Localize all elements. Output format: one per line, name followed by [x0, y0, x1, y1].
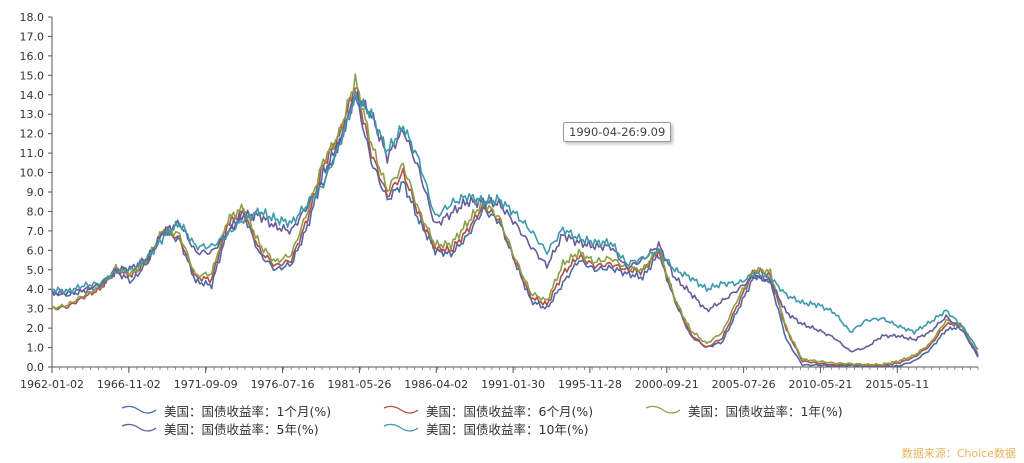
legend-label-6m: 美国：国债收益率：6个月(%) [426, 403, 594, 419]
y-tick-label: 17.0 [20, 30, 45, 43]
x-tick-label: 2005-07-26 [712, 378, 776, 391]
series-line-0 [51, 94, 979, 368]
series-line-1 [51, 86, 979, 368]
legend-label-1y: 美国：国债收益率：1年(%) [688, 403, 843, 419]
y-tick-label: 1.0 [27, 342, 45, 355]
y-tick-label: 0.0 [27, 361, 45, 374]
legend-swatch-5y [121, 423, 157, 432]
x-tick-label: 2010-05-21 [788, 378, 852, 391]
y-tick-label: 18.0 [20, 11, 45, 24]
line-chart: 0.0 1.0 2.0 3.0 4.0 5.0 6.0 7.0 8.0 9.0 10.0 11.0 12… [20, 11, 979, 391]
y-tick-label: 5.0 [27, 264, 45, 277]
legend-swatch-10y [383, 423, 419, 432]
legend-swatch-6m [383, 405, 419, 414]
y-tick-label: 16.0 [20, 50, 45, 63]
x-tick-label: 2015-05-11 [865, 378, 929, 391]
x-tick-label: 1966-11-02 [97, 378, 161, 391]
y-tick-label: 11.0 [20, 147, 45, 160]
legend-label-5y: 美国：国债收益率：5年(%) [164, 421, 319, 437]
series-line-2 [51, 73, 979, 367]
x-tick-label: 1971-09-09 [174, 378, 238, 391]
y-tick-label: 3.0 [27, 303, 45, 316]
data-source: 数据来源：Choice数据 [901, 447, 1016, 460]
x-tick-label: 1991-01-30 [481, 378, 545, 391]
y-tick-label: 10.0 [20, 167, 45, 180]
legend-item-1y[interactable]: 美国：国债收益率：1年(%) [644, 401, 906, 420]
x-tick-label: 1995-11-28 [558, 378, 622, 391]
x-axis: 1962-01-02 1966-11-02 1971-09-09 1976-07-16… [20, 366, 979, 391]
y-tick-label: 4.0 [27, 283, 45, 296]
y-tick-label: 8.0 [27, 205, 45, 218]
y-tick-label: 15.0 [20, 69, 45, 82]
y-tick-label: 13.0 [20, 108, 45, 121]
series-lines [51, 73, 979, 368]
y-axis: 0.0 1.0 2.0 3.0 4.0 5.0 6.0 7.0 8.0 9.0 10.0 11.0 12… [20, 11, 53, 374]
legend-swatch-1y [645, 405, 681, 414]
y-tick-label: 14.0 [20, 89, 45, 102]
x-tick-label: 1981-05-26 [327, 378, 391, 391]
legend-label-10y: 美国：国债收益率：10年(%) [426, 421, 589, 437]
series-line-4 [51, 90, 979, 351]
x-tick-label: 2000-09-21 [635, 378, 699, 391]
x-tick-label: 1962-01-02 [20, 378, 84, 391]
legend-item-6m[interactable]: 美国：国债收益率：6个月(%) [382, 401, 644, 420]
legend-item-5y[interactable]: 美国：国债收益率：5年(%) [120, 419, 382, 438]
x-tick-label: 1976-07-16 [251, 378, 315, 391]
y-tick-label: 2.0 [27, 322, 45, 335]
y-tick-label: 12.0 [20, 128, 45, 141]
x-tick-label: 1986-04-02 [404, 378, 468, 391]
series-line-3 [51, 91, 979, 356]
legend-item-10y[interactable]: 美国：国债收益率：10年(%) [382, 419, 644, 438]
y-tick-label: 6.0 [27, 244, 45, 257]
hover-tooltip: 1990-04-26:9.09 [563, 122, 672, 142]
legend: 美国：国债收益率：1个月(%) 美国：国债收益率：6个月(%) 美国：国债收益率… [120, 401, 920, 437]
legend-label-1m: 美国：国债收益率：1个月(%) [164, 403, 332, 419]
legend-item-1m[interactable]: 美国：国债收益率：1个月(%) [120, 401, 382, 420]
y-tick-label: 7.0 [27, 225, 45, 238]
legend-swatch-1m [121, 405, 157, 414]
y-tick-label: 9.0 [27, 186, 45, 199]
